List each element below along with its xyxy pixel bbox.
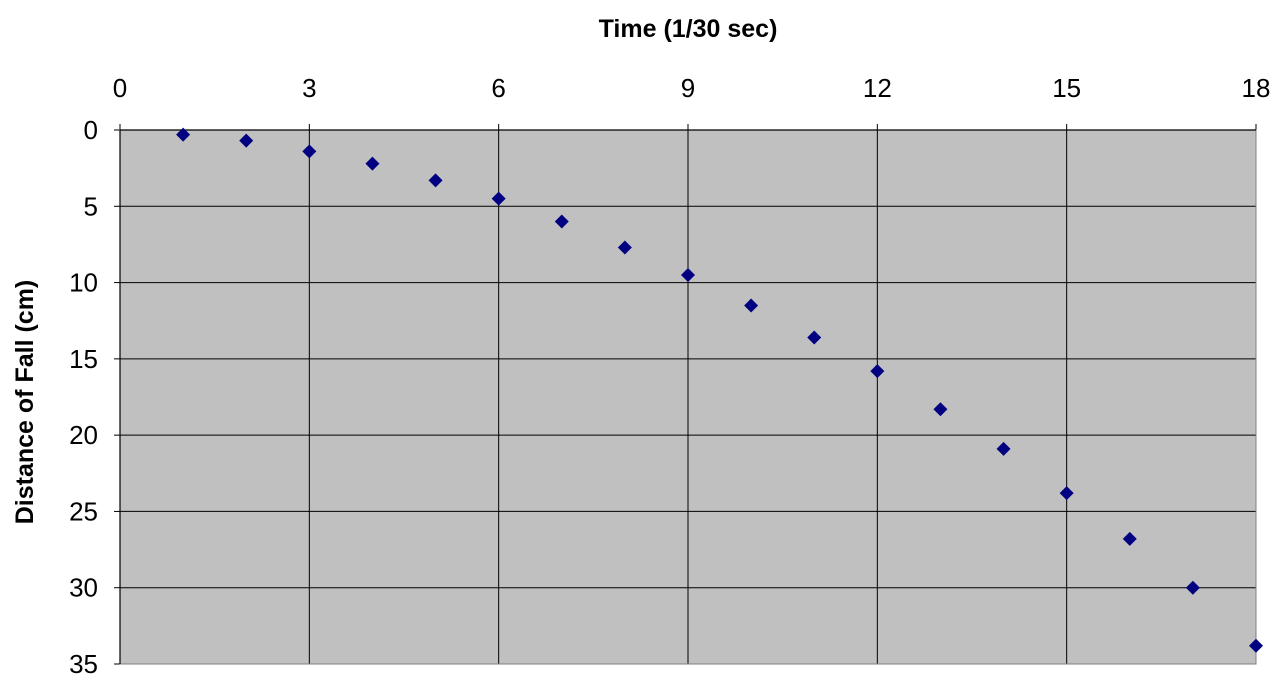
x-tick-label: 9 — [681, 73, 695, 103]
tick-labels: 0 3 6 9 12 15 18 0 5 10 15 20 25 30 35 — [69, 73, 1270, 679]
x-tick-label: 18 — [1242, 73, 1271, 103]
data-point — [491, 191, 506, 206]
data-point — [554, 214, 569, 229]
x-tick-label: 15 — [1052, 73, 1081, 103]
y-tick-label: 20 — [69, 420, 98, 450]
x-axis-title: Time (1/30 sec) — [599, 15, 778, 43]
y-axis-title: Distance of Fall (cm) — [11, 280, 39, 525]
y-tick-label: 15 — [69, 344, 98, 374]
data-point — [807, 330, 822, 345]
data-point — [870, 364, 885, 379]
data-point — [1122, 531, 1137, 546]
data-point — [365, 156, 380, 171]
data-point — [1249, 638, 1263, 653]
y-tick-label: 5 — [84, 191, 98, 221]
data-points — [176, 127, 1263, 653]
y-tick-label: 30 — [69, 573, 98, 603]
y-tick-label: 10 — [69, 268, 98, 298]
data-point — [681, 267, 695, 282]
data-point — [1185, 580, 1200, 595]
x-tick-label: 0 — [113, 73, 127, 103]
data-point — [617, 240, 632, 255]
data-point — [239, 133, 254, 148]
data-point — [1059, 486, 1074, 501]
y-tick-label: 35 — [69, 649, 98, 679]
data-point — [302, 144, 317, 159]
x-tick-label: 12 — [863, 73, 892, 103]
y-tick-label: 25 — [69, 496, 98, 526]
data-point — [428, 173, 443, 188]
axes — [114, 124, 1257, 665]
data-point — [933, 402, 948, 417]
data-point — [176, 127, 191, 142]
data-point — [744, 298, 759, 313]
data-point — [996, 441, 1011, 456]
y-tick-label: 0 — [84, 115, 98, 145]
gridlines — [120, 130, 1257, 664]
x-tick-label: 3 — [302, 73, 316, 103]
x-tick-label: 6 — [491, 73, 505, 103]
